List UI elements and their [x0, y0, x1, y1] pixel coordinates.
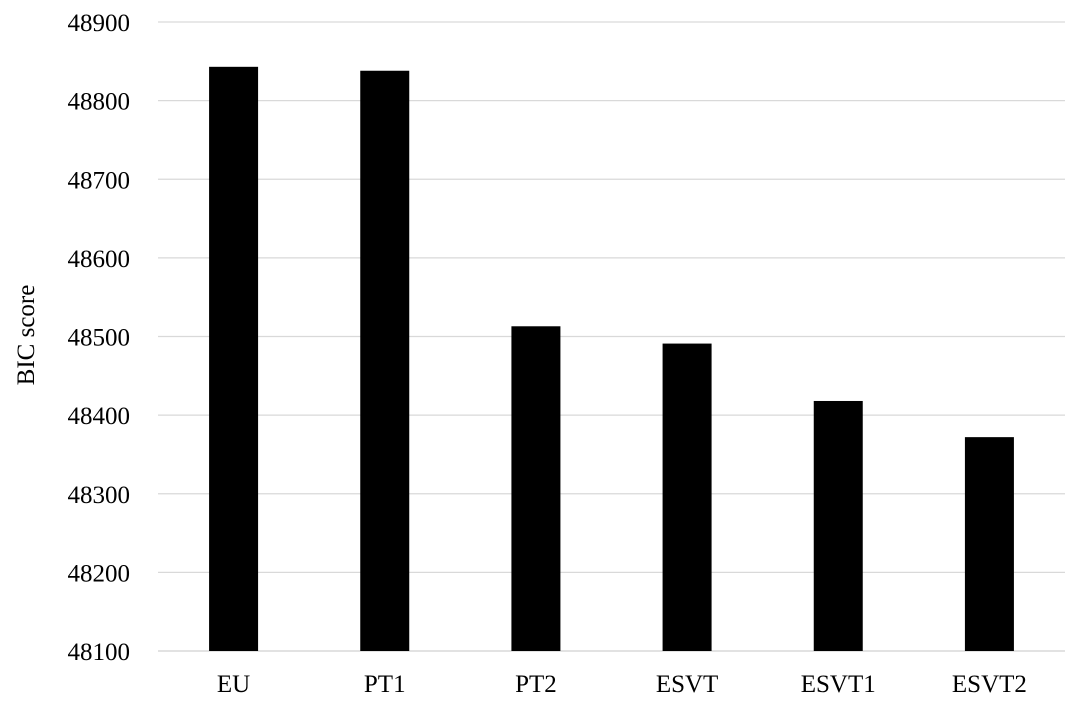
y-tick-label: 48700 [68, 167, 131, 194]
y-tick-label: 48600 [68, 246, 131, 273]
bar-esvt [662, 343, 712, 651]
x-category-label: PT1 [364, 671, 406, 698]
bar-eu [209, 66, 259, 651]
y-tick-label: 48800 [68, 89, 131, 116]
bar-esvt2 [964, 437, 1014, 651]
y-tick-label: 48900 [68, 10, 131, 37]
gridlines [158, 21, 1065, 652]
y-tick-label: 48500 [68, 325, 131, 352]
bar-pt1 [360, 70, 410, 651]
y-tick-label: 48200 [68, 560, 131, 587]
y-tick-label: 48400 [68, 403, 131, 430]
x-category-label: EU [217, 671, 250, 698]
bar-esvt1 [813, 400, 863, 651]
x-category-label: ESVT1 [801, 671, 876, 698]
y-tick-labels: 48100 48200 48300 48400 48500 48600 48700 48800… [68, 10, 131, 666]
x-category-label: ESVT [656, 671, 719, 698]
x-category-labels: EU PT1 PT2 ESVT ESVT1 ESVT2 [217, 671, 1027, 698]
x-category-label: ESVT2 [952, 671, 1027, 698]
y-axis-title: BIC score [13, 285, 40, 386]
y-tick-label: 48100 [68, 639, 131, 666]
bars [209, 66, 1014, 651]
x-category-label: PT2 [515, 671, 557, 698]
y-tick-label: 48300 [68, 482, 131, 509]
bar-pt2 [511, 326, 561, 651]
